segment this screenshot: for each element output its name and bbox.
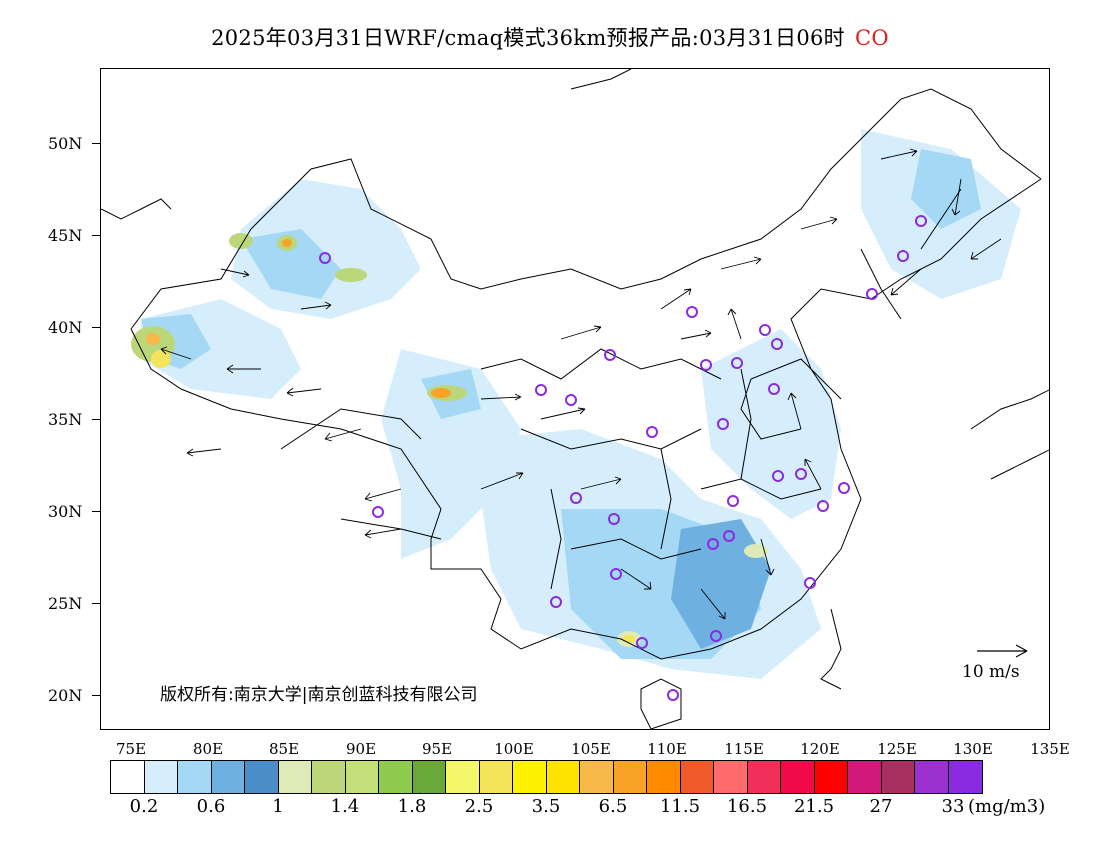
lon-label: 120E [800,740,840,758]
lon-label: 85E [268,740,300,758]
colorbar-swatch [948,761,982,793]
lon-label: 95E [421,740,453,758]
colorbar-swatch [245,761,279,793]
colorbar-swatch [211,761,245,793]
colorbar-label: 21.5 [793,796,835,817]
title-text: 2025年03月31日WRF/cmaq模式36km预报产品:03月31日06时 [211,26,845,50]
colorbar-swatch [580,761,614,793]
colorbar-label: 0.6 [196,796,226,817]
colorbar-swatch [714,761,748,793]
colorbar-label: 33 [941,796,965,817]
colorbar-swatch [915,761,949,793]
colorbar-swatch [814,761,848,793]
lon-label: 90E [345,740,377,758]
chart-title: 2025年03月31日WRF/cmaq模式36km预报产品:03月31日06时 C… [0,22,1100,52]
colorbar-label: 1.8 [397,796,427,817]
lon-label: 135E [1030,740,1070,758]
lat-tick [92,419,100,420]
map-panel [100,68,1050,730]
concentration-map [101,69,1049,729]
colorbar-swatch [546,761,580,793]
colorbar-swatch [278,761,312,793]
lat-label: 45N [48,226,83,245]
lat-label: 30N [48,502,83,521]
concentration-shading [141,129,1021,679]
colorbar-swatch [781,761,815,793]
colorbar-label: 11.5 [659,796,701,817]
lon-label: 110E [647,740,687,758]
lon-label: 100E [494,740,534,758]
colorbar-swatch [144,761,178,793]
colorbar-label: 16.5 [726,796,768,817]
colorbar-label: 2.5 [464,796,494,817]
lat-label: 40N [48,318,83,337]
colorbar-label: 6.5 [598,796,628,817]
colorbar-swatch [446,761,480,793]
species-label: CO [854,26,889,50]
lon-label: 80E [192,740,224,758]
colorbar-swatch [881,761,915,793]
colorbar-swatch [345,761,379,793]
lon-label: 130E [953,740,993,758]
colorbar-swatch [680,761,714,793]
lon-label: 115E [724,740,764,758]
lat-tick [92,695,100,696]
lat-label: 35N [48,410,83,429]
lon-label: 125E [877,740,917,758]
lon-label: 105E [571,740,611,758]
lat-tick [92,235,100,236]
colorbar-unit: (mg/m3) [968,796,1046,817]
lat-label: 20N [48,686,83,705]
colorbar-swatch [513,761,547,793]
wind-scale-arrow [977,644,1028,658]
colorbar-label: 1 [272,796,284,817]
colorbar-swatch [379,761,413,793]
colorbar-swatch [848,761,882,793]
wind-scale-label: 10 m/s [962,662,1020,682]
colorbar-label: 3.5 [531,796,561,817]
colorbar-swatch [747,761,781,793]
lat-tick [92,327,100,328]
lat-tick [92,143,100,144]
lon-label: 75E [115,740,147,758]
colorbar-label: 27 [869,796,893,817]
station-markers [319,215,927,701]
colorbar-label: 0.2 [129,796,159,817]
wind-arrows [160,148,1002,620]
colorbar [110,760,983,794]
colorbar-swatch [111,761,145,793]
lat-tick [92,603,100,604]
colorbar-swatch [312,761,346,793]
lat-label: 25N [48,594,83,613]
colorbar-swatch [613,761,647,793]
lat-tick [92,511,100,512]
colorbar-swatch [647,761,681,793]
lat-label: 50N [48,134,83,153]
colorbar-swatch [178,761,212,793]
colorbar-label: 1.4 [330,796,360,817]
concentration-hotspots [131,233,768,647]
colorbar-swatch [412,761,446,793]
colorbar-swatch [479,761,513,793]
copyright-notice: 版权所有:南京大学|南京创蓝科技有限公司 [160,685,478,705]
